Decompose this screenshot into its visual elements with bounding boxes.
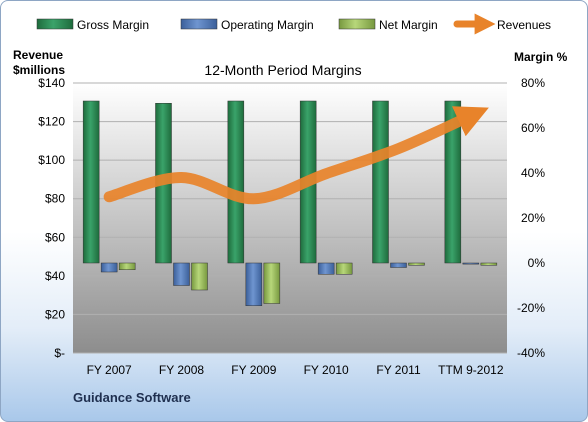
- chart-title: 12-Month Period Margins: [204, 62, 361, 78]
- category-label: FY 2008: [159, 363, 204, 377]
- bar-net-margin: [191, 262, 208, 291]
- left-tick-label: $140: [38, 76, 65, 90]
- left-tick-label: $-: [54, 346, 65, 360]
- left-tick-label: $80: [45, 192, 65, 206]
- category-label: FY 2011: [376, 363, 421, 377]
- bar-net-margin: [335, 262, 353, 275]
- left-tick-label: $40: [45, 269, 65, 283]
- right-axis-title: Margin %: [514, 50, 568, 64]
- bar-net-margin: [263, 262, 281, 304]
- legend-swatch-operating-margin: [180, 18, 218, 30]
- category-label: FY 2007: [87, 363, 132, 377]
- legend-label: Revenues: [497, 18, 551, 32]
- bar-net-margin: [480, 262, 498, 266]
- bar-operating-margin: [462, 262, 480, 265]
- bar-net-margin: [118, 262, 136, 270]
- category-label: FY 2009: [231, 363, 276, 377]
- legend-swatch-net-margin: [338, 18, 376, 30]
- right-tick-label: 60%: [521, 121, 545, 135]
- legend-label: Net Margin: [379, 18, 438, 32]
- left-tick-label: $60: [45, 230, 65, 244]
- bar-operating-margin: [100, 262, 118, 273]
- legend-swatch-gross-margin: [36, 18, 74, 30]
- bar-gross-margin: [82, 100, 100, 264]
- bar-operating-margin: [173, 262, 190, 286]
- right-tick-label: 20%: [521, 211, 545, 225]
- category-label: FY 2010: [304, 363, 349, 377]
- bar-operating-margin: [317, 262, 335, 275]
- left-tick-label: $20: [45, 307, 65, 321]
- left-axis-title-line1: Revenue: [13, 48, 63, 62]
- left-axis-title-line2: $millions: [13, 63, 65, 77]
- legend-label: Gross Margin: [77, 18, 149, 32]
- company-name: Guidance Software: [73, 390, 191, 405]
- right-tick-label: -40%: [517, 346, 545, 360]
- bar-gross-margin: [444, 100, 462, 264]
- revenue-line: [103, 106, 489, 205]
- left-tick-label: $100: [38, 153, 65, 167]
- left-tick-label: $120: [38, 115, 65, 129]
- bar-gross-margin: [227, 100, 245, 264]
- right-tick-label: 80%: [521, 76, 545, 90]
- bar-operating-margin: [390, 262, 407, 268]
- legend-label: Operating Margin: [221, 18, 314, 32]
- right-tick-label: -20%: [517, 301, 545, 315]
- bar-net-margin: [408, 262, 425, 266]
- bar-operating-margin: [245, 262, 263, 306]
- right-tick-label: 40%: [521, 166, 545, 180]
- category-label: TTM 9-2012: [438, 363, 504, 377]
- right-tick-label: 0%: [528, 256, 546, 270]
- bar-gross-margin: [372, 100, 389, 264]
